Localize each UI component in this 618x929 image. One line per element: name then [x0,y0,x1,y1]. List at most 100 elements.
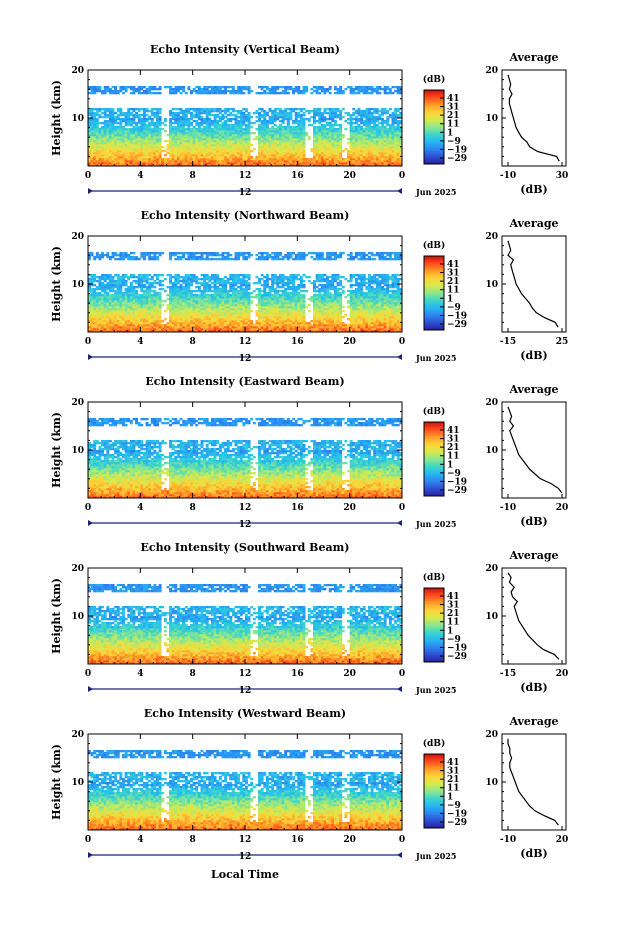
echo-cell [195,112,198,114]
echo-cell [316,86,319,88]
echo-cell [266,120,269,122]
echo-cell [358,158,361,160]
echo-cell [214,138,217,140]
echo-cell [112,132,115,134]
echo-cell [360,134,363,136]
echo-cell [177,154,180,156]
echo-cell [339,88,342,90]
echo-cell [360,120,363,122]
echo-cell [216,308,219,310]
figure-canvas: Echo Intensity (Vertical Beam)0 4 8 12 16 20 0… [0,0,618,929]
echo-cell [216,306,219,308]
echo-cell [201,302,204,304]
echo-cell [174,156,177,158]
echo-cell [122,132,125,134]
echo-cell [132,160,135,162]
echo-cell [91,310,94,312]
echo-cell [261,114,264,116]
echo-cell [172,162,175,164]
echo-cell [132,118,135,120]
echo-cell [269,150,272,152]
echo-cell [190,142,193,144]
echo-cell [130,150,133,152]
echo-cell [316,136,319,138]
echo-cell [203,144,206,146]
echo-cell [159,296,162,298]
echo-cell [96,146,99,148]
echo-cell [297,128,300,130]
echo-cell [376,162,379,164]
echo-cell [295,134,298,136]
echo-cell [114,136,117,138]
echo-cell [104,150,107,152]
echo-cell [237,152,240,154]
echo-cell [174,312,177,314]
echo-cell [101,150,104,152]
echo-cell [237,86,240,88]
echo-cell [130,142,133,144]
echo-cell [271,118,274,120]
echo-cell [295,90,298,92]
echo-cell [127,314,130,316]
echo-cell [337,132,340,134]
echo-cell [187,284,190,286]
echo-cell [371,92,374,94]
echo-cell [177,302,180,304]
echo-cell [91,158,94,160]
echo-cell [214,282,217,284]
echo-cell [185,128,188,130]
echo-cell [355,152,358,154]
echo-cell [214,300,217,302]
echo-cell [148,110,151,112]
echo-cell [279,92,282,94]
echo-cell [127,322,130,324]
echo-cell [347,114,350,116]
echo-cell [153,312,156,314]
echo-cell [153,290,156,292]
echo-cell [161,324,164,326]
echo-cell [180,280,183,282]
echo-cell [339,116,342,118]
echo-cell [148,304,151,306]
echo-cell [201,308,204,310]
echo-cell [329,150,332,152]
echo-cell [334,156,337,158]
echo-cell [211,90,214,92]
echo-cell [190,114,193,116]
echo-cell [235,154,238,156]
echo-cell [132,156,135,158]
echo-cell [284,110,287,112]
echo-cell [132,324,135,326]
echo-cell [96,112,99,114]
echo-cell [193,128,196,130]
echo-cell [203,314,206,316]
echo-cell [261,140,264,142]
echo-cell [235,130,238,132]
echo-cell [169,308,172,310]
echo-cell [195,296,198,298]
echo-cell [143,278,146,280]
echo-cell [300,146,303,148]
echo-cell [130,162,133,164]
echo-cell [146,110,149,112]
echo-cell [104,88,107,90]
echo-cell [187,146,190,148]
echo-cell [381,124,384,126]
echo-cell [195,318,198,320]
echo-cell [182,310,185,312]
echo-cell [153,298,156,300]
echo-cell [274,162,277,164]
echo-cell [127,150,130,152]
echo-cell [206,320,209,322]
echo-cell [381,138,384,140]
echo-cell [235,90,238,92]
echo-cell [321,154,324,156]
echo-cell [93,114,96,116]
echo-cell [214,254,217,256]
echo-cell [318,148,321,150]
echo-cell [177,126,180,128]
echo-cell [214,306,217,308]
echo-cell [245,156,248,158]
echo-cell [164,120,167,122]
echo-cell [119,258,122,260]
